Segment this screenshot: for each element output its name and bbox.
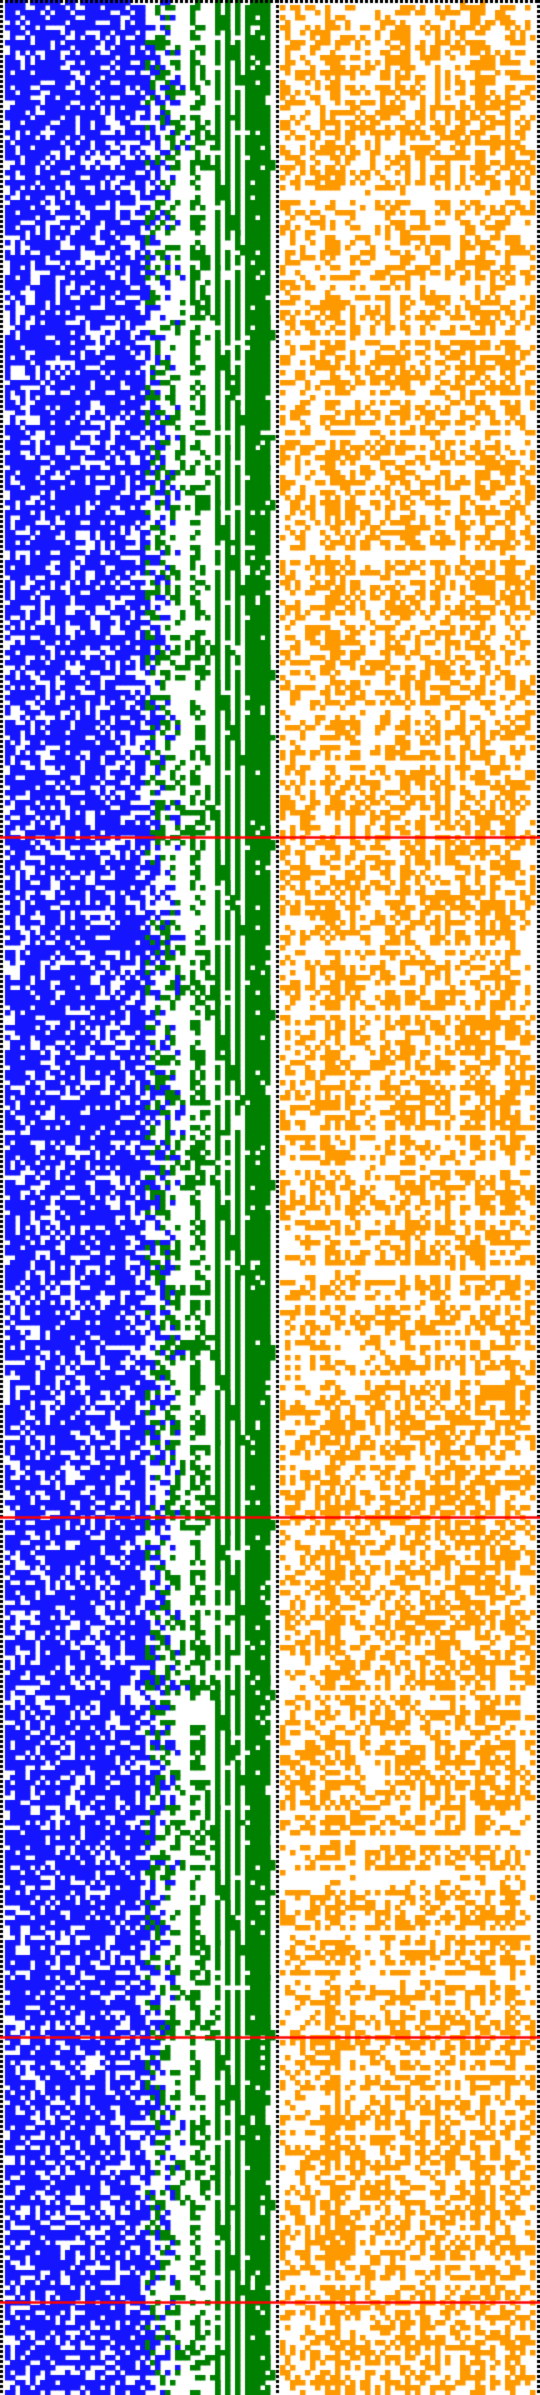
sparsity-pattern-plot bbox=[0, 0, 540, 2395]
